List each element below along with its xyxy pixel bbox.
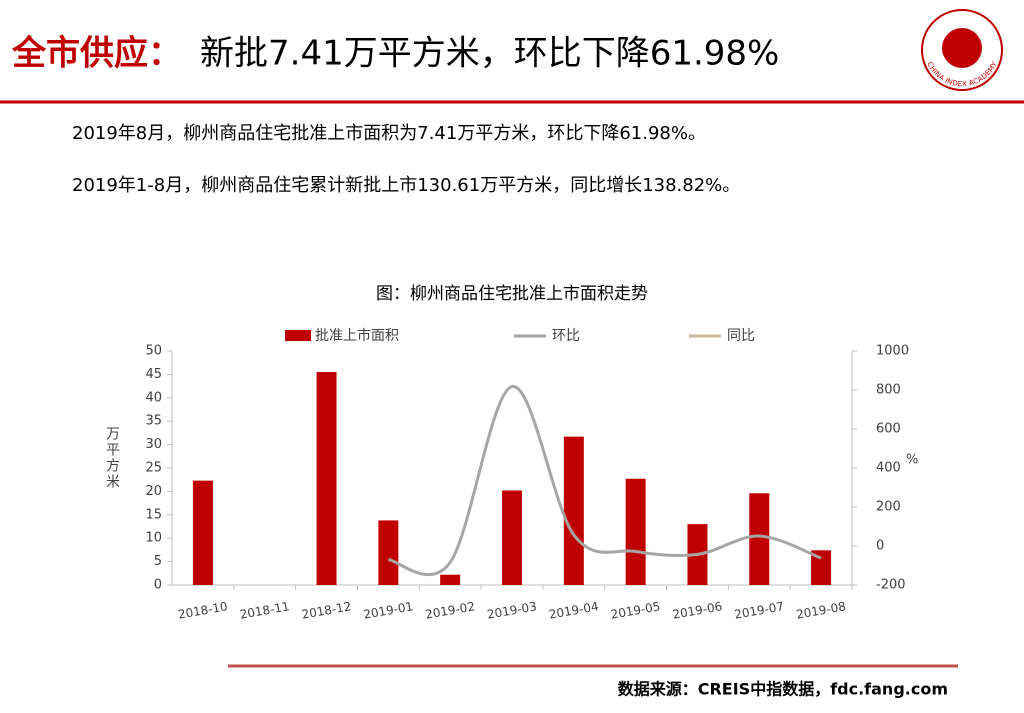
x-tick-label: 2019-03	[486, 599, 538, 621]
y-tick-label: 20	[145, 484, 162, 499]
x-tick-label: 2019-02	[424, 599, 476, 621]
y-tick-label: 50	[145, 344, 162, 359]
logo-core	[942, 28, 982, 68]
bar	[316, 372, 337, 585]
x-tick-label: 2018-10	[177, 599, 229, 621]
y2-tick-label: 800	[876, 383, 901, 398]
x-tick-label: 2018-11	[239, 599, 291, 621]
bar	[192, 480, 213, 585]
title-main: 新批7.41万平方米，环比下降61.98%	[200, 34, 779, 74]
y-tick-label: 5	[154, 554, 162, 569]
y-tick-label: 30	[145, 437, 162, 452]
y2-tick-label: 0	[876, 539, 884, 554]
x-tick-label: 2019-05	[610, 599, 662, 621]
x-tick-label: 2019-06	[671, 599, 723, 621]
source: 数据来源：CREIS中指数据，fdc.fang.com	[618, 680, 948, 699]
y2-tick-label: -200	[876, 578, 906, 593]
paragraph: 2019年1-8月，柳州商品住宅累计新批上市130.61万平方米，同比增长138…	[72, 175, 740, 196]
x-tick-label: 2018-12	[301, 599, 353, 621]
x-tick-label: 2019-01	[362, 599, 414, 621]
bar	[625, 478, 646, 585]
bar	[563, 436, 584, 585]
y2-tick-label: 200	[876, 500, 901, 515]
line	[388, 385, 822, 577]
y-tick-label: 40	[145, 390, 162, 405]
y-tick-label: 0	[154, 578, 162, 593]
y2-tick-label: 1000	[876, 344, 909, 359]
bar	[811, 550, 832, 585]
legend-label: 同比	[727, 328, 755, 344]
title-lead: 全市供应：	[11, 34, 182, 74]
bar	[378, 520, 399, 585]
bar	[440, 574, 461, 585]
paragraph: 2019年8月，柳州商品住宅批准上市面积为7.41万平方米，环比下降61.98%…	[72, 123, 706, 144]
y-tick-label: 15	[145, 507, 162, 522]
y2-tick-label: 600	[876, 422, 901, 437]
y-tick-label: 35	[145, 414, 162, 429]
logo: CHINA INDEX ACADEMY	[921, 9, 1003, 91]
logo-ring	[921, 9, 1003, 91]
chart-title: 图：柳州商品住宅批准上市面积走势	[376, 284, 648, 304]
bar	[502, 490, 522, 585]
y2-tick-label: 400	[876, 461, 901, 476]
legend-label: 环比	[552, 328, 580, 344]
x-tick-label: 2019-08	[795, 599, 847, 621]
y-tick-label: 25	[145, 461, 162, 476]
y-tick-label: 45	[145, 367, 162, 382]
y-axis-label: 万平方米	[104, 426, 120, 490]
legend-swatch	[285, 330, 311, 341]
x-tick-label: 2019-07	[733, 599, 785, 621]
y-tick-label: 10	[145, 531, 162, 546]
y2-axis-label: %	[906, 453, 918, 468]
bar	[749, 493, 770, 585]
x-tick-label: 2019-04	[548, 599, 600, 621]
legend-label: 批准上市面积	[315, 327, 399, 344]
